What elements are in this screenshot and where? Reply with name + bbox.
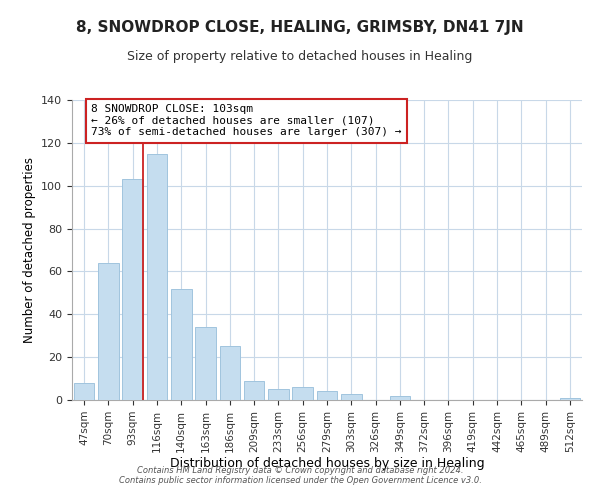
Bar — [98, 263, 119, 400]
Bar — [341, 394, 362, 400]
Bar — [146, 154, 167, 400]
Text: Contains HM Land Registry data © Crown copyright and database right 2024.
Contai: Contains HM Land Registry data © Crown c… — [119, 466, 481, 485]
Text: Size of property relative to detached houses in Healing: Size of property relative to detached ho… — [127, 50, 473, 63]
Bar — [171, 288, 191, 400]
Bar — [317, 392, 337, 400]
Bar — [389, 396, 410, 400]
Bar — [244, 380, 265, 400]
Bar — [122, 180, 143, 400]
Bar — [195, 327, 216, 400]
Bar — [74, 383, 94, 400]
Text: 8 SNOWDROP CLOSE: 103sqm
← 26% of detached houses are smaller (107)
73% of semi-: 8 SNOWDROP CLOSE: 103sqm ← 26% of detach… — [91, 104, 402, 138]
Bar — [292, 387, 313, 400]
Bar — [560, 398, 580, 400]
Y-axis label: Number of detached properties: Number of detached properties — [23, 157, 35, 343]
X-axis label: Distribution of detached houses by size in Healing: Distribution of detached houses by size … — [170, 458, 484, 470]
Bar — [220, 346, 240, 400]
Text: 8, SNOWDROP CLOSE, HEALING, GRIMSBY, DN41 7JN: 8, SNOWDROP CLOSE, HEALING, GRIMSBY, DN4… — [76, 20, 524, 35]
Bar — [268, 390, 289, 400]
